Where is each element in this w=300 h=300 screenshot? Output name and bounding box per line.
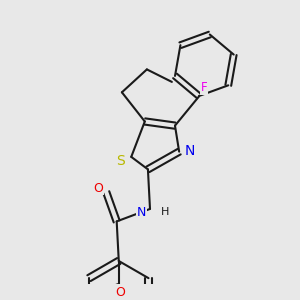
Text: N: N <box>184 144 195 158</box>
Text: O: O <box>93 182 103 195</box>
Text: N: N <box>137 206 146 218</box>
Text: S: S <box>116 154 125 168</box>
Text: F: F <box>201 81 208 94</box>
Text: H: H <box>160 207 169 217</box>
Text: O: O <box>115 286 125 299</box>
